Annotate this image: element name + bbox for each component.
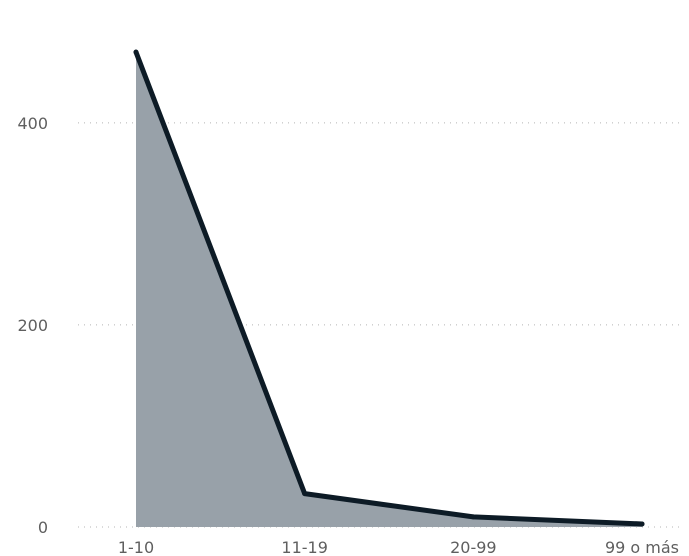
x-tick-label: 11-19 bbox=[281, 538, 328, 556]
area-fill bbox=[136, 52, 642, 528]
x-axis: 1-10 11-19 20-99 99 o más bbox=[118, 538, 679, 556]
series-line bbox=[133, 49, 645, 527]
y-tick-label-0: 0 bbox=[38, 518, 48, 537]
x-tick-label: 1-10 bbox=[118, 538, 154, 556]
y-tick-label-200: 200 bbox=[17, 316, 48, 335]
y-axis: 0 200 400 bbox=[17, 114, 48, 537]
data-point-1-10 bbox=[133, 49, 139, 55]
data-point-99 o más bbox=[639, 521, 645, 527]
x-tick-label: 20-99 bbox=[450, 538, 497, 556]
data-point-20-99 bbox=[470, 514, 476, 520]
x-tick-label: 99 o más bbox=[605, 538, 679, 556]
plot-area bbox=[133, 49, 645, 528]
data-point-11-19 bbox=[302, 491, 308, 497]
y-tick-label-400: 400 bbox=[17, 114, 48, 133]
